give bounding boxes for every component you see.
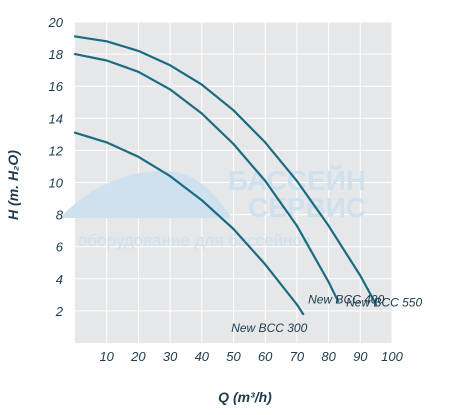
y-tick-label: 20 bbox=[48, 15, 64, 30]
watermark-line-3: оборудование для бассейнов bbox=[78, 231, 311, 250]
y-axis-title: H (m. H₂O) bbox=[5, 150, 21, 220]
series-label: New BCC 300 bbox=[231, 321, 307, 335]
x-tick-label: 30 bbox=[163, 349, 178, 364]
y-tick-label: 4 bbox=[56, 272, 63, 287]
series-label: New BCC 400 bbox=[308, 292, 384, 306]
series-line bbox=[73, 53, 340, 303]
y-tick-label: 10 bbox=[49, 176, 64, 191]
y-tick-label: 8 bbox=[56, 208, 64, 223]
y-tick-label: 16 bbox=[49, 79, 64, 94]
x-tick-label: 10 bbox=[99, 349, 114, 364]
grid bbox=[75, 21, 393, 343]
x-tick-label: 80 bbox=[321, 349, 336, 364]
y-tick-label: 18 bbox=[49, 47, 64, 62]
x-tick-label: 50 bbox=[226, 349, 241, 364]
x-tick-label: 90 bbox=[353, 349, 368, 364]
x-tick-label: 20 bbox=[130, 349, 146, 364]
watermark-logo-shape bbox=[60, 171, 230, 218]
x-tick-label: 60 bbox=[258, 349, 273, 364]
x-tick-label: 70 bbox=[290, 349, 305, 364]
x-axis-title: Q (m³/h) bbox=[218, 389, 272, 405]
tick-labels: 10 20 30 40 50 60 70 80 90 100 2 4 6 8 10 12 14 16 18 20 bbox=[48, 15, 404, 364]
series-line bbox=[73, 131, 305, 316]
y-tick-label: 12 bbox=[49, 143, 64, 158]
watermark: БАССЕЙН СЕРВИС оборудование для бассейно… bbox=[60, 164, 366, 250]
y-tick-label: 14 bbox=[49, 111, 63, 126]
x-tick-label: 100 bbox=[381, 349, 403, 364]
y-tick-label: 6 bbox=[56, 240, 64, 255]
curves bbox=[73, 35, 378, 316]
y-tick-label: 2 bbox=[55, 304, 64, 319]
series-line bbox=[73, 35, 378, 306]
x-tick-label: 40 bbox=[195, 349, 210, 364]
series-label: New BCC 550 bbox=[346, 295, 422, 309]
